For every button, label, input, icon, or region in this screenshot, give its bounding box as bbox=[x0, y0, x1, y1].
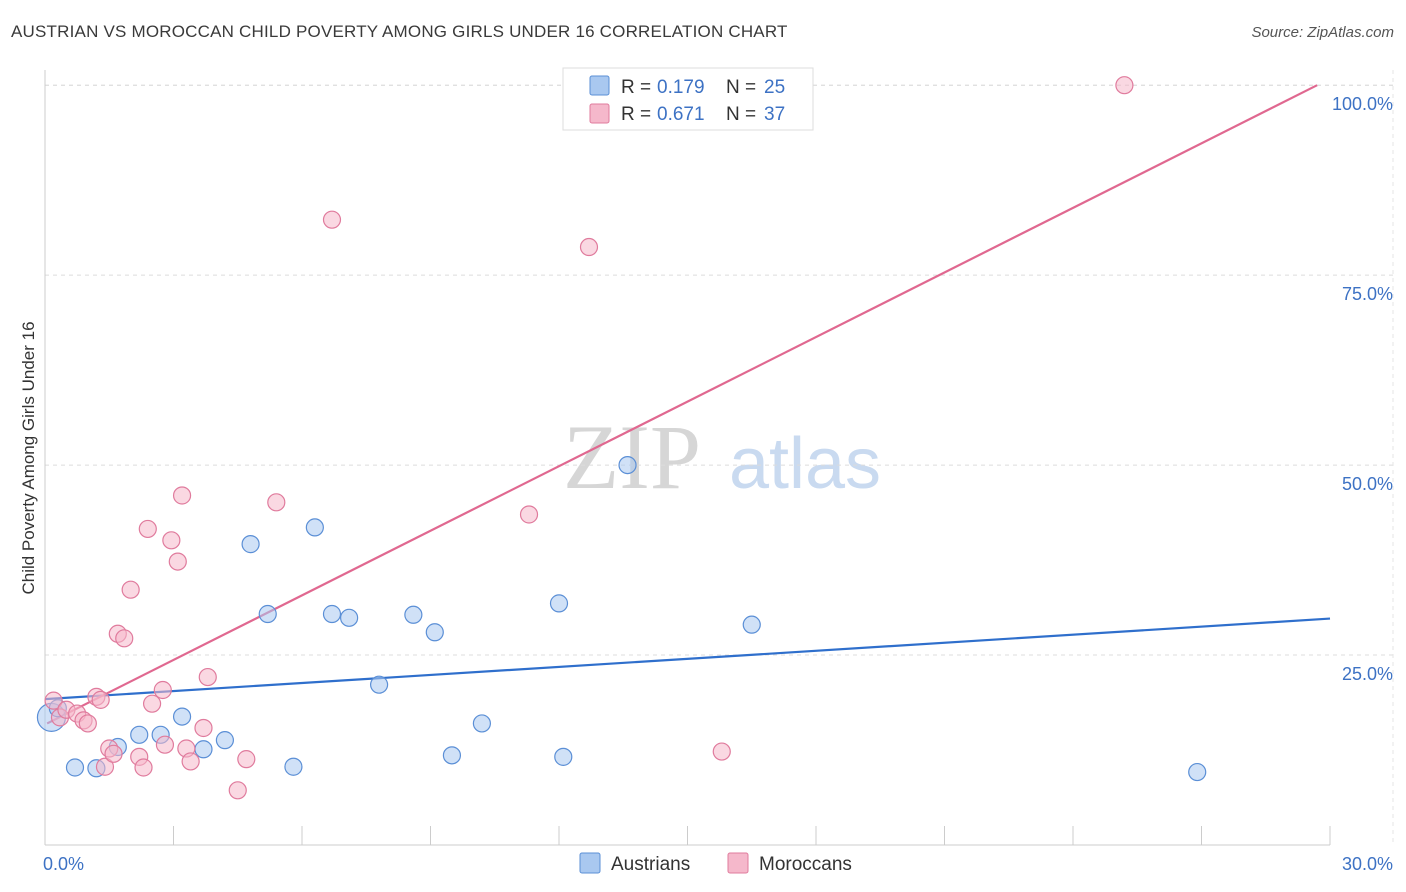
point-moroccans bbox=[198, 667, 217, 687]
legend-austrians-r-label: R = bbox=[621, 77, 651, 98]
legend-austrians-n-value: 25 bbox=[764, 77, 785, 98]
y-axis-label: Child Poverty Among Girls Under 16 bbox=[19, 321, 38, 594]
y-tick-label: 50.0% bbox=[1342, 474, 1393, 494]
source-credit: Source: ZipAtlas.com bbox=[1251, 24, 1394, 41]
point-moroccans bbox=[115, 629, 134, 648]
point-moroccans bbox=[121, 580, 140, 599]
point-austrians bbox=[1188, 762, 1207, 782]
point-moroccans bbox=[237, 750, 256, 769]
point-austrians bbox=[472, 714, 491, 733]
point-moroccans bbox=[168, 552, 187, 571]
data-points bbox=[36, 76, 1207, 800]
point-moroccans bbox=[155, 735, 175, 754]
point-moroccans bbox=[142, 694, 162, 713]
tick-labels: 25.0% 50.0% 75.0% 100.0% 0.0% 30.0% bbox=[43, 94, 1393, 874]
point-moroccans bbox=[519, 505, 539, 524]
point-moroccans bbox=[162, 531, 181, 550]
point-austrians bbox=[340, 608, 359, 627]
legend-austrians-n-label: N = bbox=[726, 77, 756, 98]
point-moroccans bbox=[579, 237, 599, 257]
point-austrians bbox=[742, 615, 761, 634]
point-moroccans bbox=[153, 680, 172, 700]
watermark-zip: ZIP bbox=[563, 406, 701, 508]
point-austrians bbox=[215, 731, 234, 750]
legend-moroccans-n-label: N = bbox=[726, 104, 756, 125]
trend-line-moroccans bbox=[46, 84, 1318, 725]
bottom-legend: Austrians Moroccans bbox=[579, 852, 852, 875]
point-austrians bbox=[370, 675, 389, 694]
bottom-legend-austrians-label: Austrians bbox=[611, 854, 690, 875]
point-austrians bbox=[284, 757, 303, 776]
point-moroccans bbox=[134, 758, 153, 777]
x-tick-label-max: 30.0% bbox=[1342, 854, 1393, 874]
legend-moroccans-swatch bbox=[589, 103, 610, 124]
point-moroccans bbox=[95, 757, 115, 776]
point-moroccans bbox=[91, 690, 110, 709]
point-austrians bbox=[442, 746, 462, 765]
gridlines bbox=[45, 70, 1395, 845]
point-moroccans bbox=[228, 781, 247, 800]
point-moroccans bbox=[267, 493, 286, 512]
trend-line-austrians bbox=[44, 617, 1331, 701]
legend-austrians-r-value: 0.179 bbox=[657, 77, 705, 98]
point-moroccans bbox=[1115, 76, 1134, 95]
legend-moroccans-r-label: R = bbox=[621, 104, 651, 125]
y-tick-label: 25.0% bbox=[1342, 664, 1393, 684]
point-moroccans bbox=[44, 691, 63, 710]
trend-lines bbox=[44, 84, 1331, 725]
y-tick-label: 75.0% bbox=[1342, 284, 1393, 304]
point-austrians bbox=[258, 604, 277, 624]
point-austrians bbox=[194, 740, 213, 759]
y-tick-label: 100.0% bbox=[1332, 94, 1393, 114]
point-austrians bbox=[322, 604, 342, 624]
legend-moroccans-n-value: 37 bbox=[764, 104, 785, 125]
point-austrians bbox=[618, 455, 637, 475]
point-moroccans bbox=[138, 519, 157, 539]
bottom-legend-austrians-swatch bbox=[579, 852, 601, 874]
point-moroccans bbox=[181, 752, 200, 771]
point-austrians bbox=[305, 518, 324, 537]
point-austrians bbox=[554, 747, 573, 766]
point-austrians bbox=[404, 605, 423, 624]
watermark-atlas: atlas bbox=[729, 424, 881, 504]
bottom-legend-moroccans-label: Moroccans bbox=[759, 854, 852, 875]
point-austrians bbox=[549, 594, 569, 613]
point-moroccans bbox=[322, 210, 342, 229]
point-moroccans bbox=[78, 714, 97, 733]
chart-title: AUSTRIAN VS MOROCCAN CHILD POVERTY AMONG… bbox=[11, 22, 788, 41]
point-austrians bbox=[130, 725, 149, 744]
legend-austrians-swatch bbox=[589, 75, 610, 96]
point-moroccans bbox=[104, 744, 123, 763]
point-moroccans bbox=[712, 742, 731, 761]
x-tick-label-min: 0.0% bbox=[43, 854, 84, 874]
point-austrians bbox=[241, 535, 260, 554]
point-austrians bbox=[172, 707, 192, 726]
legend-moroccans-r-value: 0.671 bbox=[657, 104, 705, 125]
point-austrians bbox=[65, 758, 85, 777]
axes bbox=[44, 70, 1331, 846]
point-moroccans bbox=[172, 486, 192, 505]
bottom-legend-moroccans-swatch bbox=[727, 852, 749, 874]
point-moroccans bbox=[194, 718, 213, 738]
legend: R = 0.179 N = 25 R = 0.671 N = 37 bbox=[562, 67, 814, 131]
point-austrians bbox=[425, 623, 444, 642]
